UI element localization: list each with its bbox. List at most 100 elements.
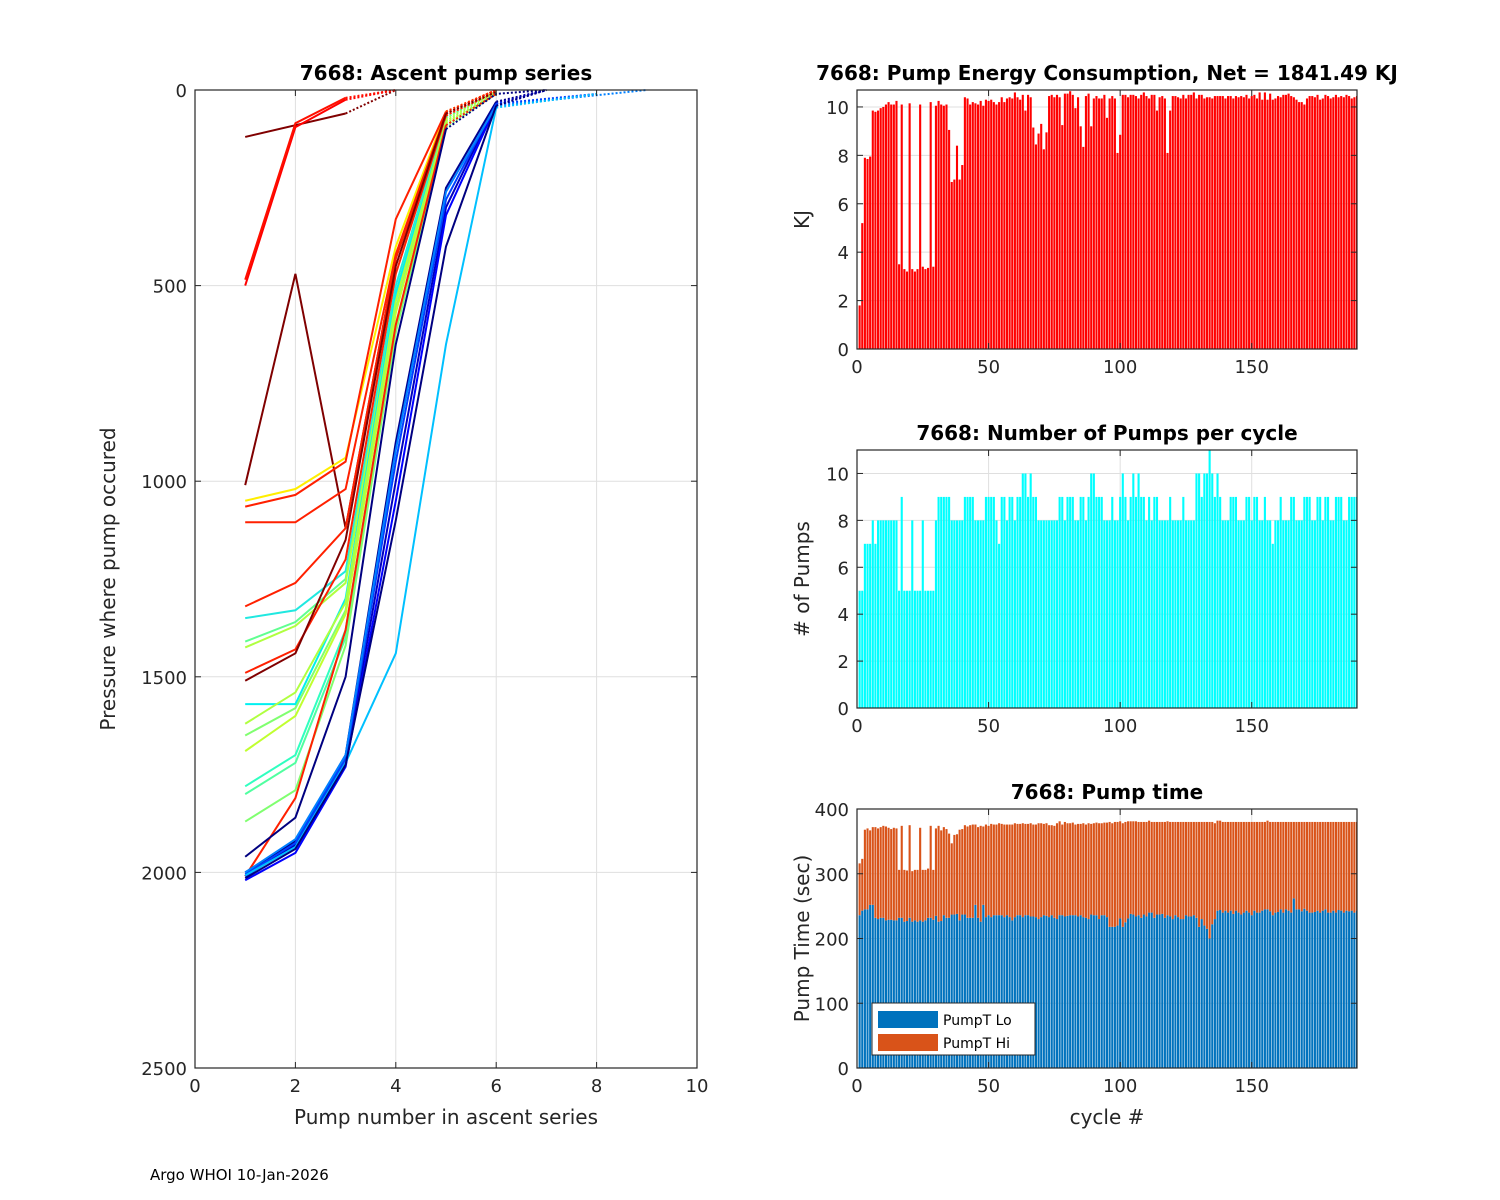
bar — [1311, 96, 1314, 349]
bar-pumpt-hi — [1305, 821, 1309, 911]
series-line — [245, 117, 447, 620]
bar — [1279, 496, 1282, 708]
bar-pumpt-lo — [882, 917, 885, 1068]
bar-pumpt-hi — [1069, 823, 1072, 916]
bar-pumpt-hi — [1177, 821, 1180, 918]
bar-pumpt-lo — [1105, 917, 1109, 1068]
bar-pumpt-hi — [1011, 824, 1014, 921]
bar-pumpt-hi — [863, 829, 866, 910]
bar — [863, 157, 866, 349]
bar — [882, 106, 885, 349]
bar-pumpt-lo — [1182, 919, 1185, 1068]
bar — [895, 520, 898, 708]
bar-pumpt-hi — [903, 869, 906, 922]
bar — [1287, 93, 1290, 349]
x-tick-label: 150 — [1235, 357, 1269, 378]
bar-pumpt-hi — [1134, 821, 1137, 917]
bar — [1334, 496, 1337, 708]
bar-pumpt-hi — [1258, 821, 1261, 913]
bar — [1213, 96, 1216, 349]
x-tick-label: 50 — [977, 1076, 1000, 1097]
chart-pumps: 0 50 100 150 0 2 4 6 8 10 7668: Number of Pumps pe… — [790, 421, 1366, 737]
bar-pumpt-hi — [1327, 821, 1330, 913]
bar-pumpt-hi — [1105, 822, 1109, 918]
bar-pumpt-hi — [1029, 823, 1032, 917]
bar — [955, 145, 959, 349]
series-line-surface-segment — [496, 92, 597, 109]
bar — [1300, 520, 1303, 708]
bar-pumpt-lo — [1271, 915, 1274, 1068]
bar — [971, 496, 974, 708]
bar-pumpt-lo — [1045, 915, 1048, 1068]
bar — [1324, 94, 1327, 349]
bar — [1219, 96, 1222, 349]
bar — [1116, 520, 1119, 708]
bar-pumpt-hi — [1024, 823, 1027, 916]
bar-pumpt-hi — [963, 825, 966, 915]
bar-pumpt-lo — [966, 917, 969, 1068]
bar — [1116, 152, 1119, 349]
bar — [1155, 110, 1159, 349]
bar-pumpt-lo — [1150, 912, 1153, 1068]
bar-pumpt-hi — [1213, 823, 1216, 920]
bar-pumpt-lo — [1240, 914, 1243, 1068]
bar-pumpt-lo — [1134, 916, 1137, 1068]
bar-pumpt-hi — [1071, 822, 1074, 916]
bar-pumpt-lo — [911, 921, 914, 1068]
series-line — [244, 113, 447, 682]
plot-marks — [858, 450, 1366, 708]
bar — [1155, 496, 1159, 708]
bar — [1205, 473, 1209, 708]
bar — [1348, 96, 1351, 349]
bar — [1032, 496, 1035, 708]
bar-pumpt-hi — [953, 834, 956, 915]
bar — [1187, 520, 1190, 708]
bar — [1287, 520, 1290, 708]
bar-pumpt-lo — [1174, 915, 1177, 1068]
bar-pumpt-lo — [1069, 915, 1072, 1068]
bar — [884, 104, 887, 349]
bar — [1364, 497, 1366, 708]
bar — [1082, 146, 1085, 349]
bar-pumpt-lo — [1113, 926, 1116, 1068]
bar — [1345, 520, 1348, 708]
bar — [1290, 496, 1293, 708]
bar — [1108, 520, 1111, 708]
bar — [892, 520, 895, 708]
bar-pumpt-lo — [1016, 915, 1019, 1068]
bar — [1266, 520, 1269, 708]
y-axis-label: Pressure where pump occured — [96, 427, 120, 730]
bar — [948, 496, 951, 708]
bar — [1240, 96, 1243, 349]
chart-ascent: 0 2 4 6 8 10 0 500 1000 1500 2000 2500 7668: Ascent … — [96, 61, 708, 1129]
bar — [1161, 520, 1164, 708]
bar — [1253, 496, 1256, 708]
bar-pumpt-lo — [1284, 909, 1287, 1068]
series-line — [244, 105, 498, 880]
bar — [937, 100, 940, 349]
bar-pumpt-hi — [1111, 823, 1114, 927]
bar-pumpt-hi — [1155, 821, 1159, 915]
bar — [1245, 94, 1248, 349]
bar-pumpt-hi — [1324, 821, 1327, 910]
bar-pumpt-lo — [919, 920, 922, 1068]
bar-pumpt-lo — [990, 917, 993, 1068]
bar — [982, 520, 985, 708]
bar — [908, 103, 911, 349]
bar-pumpt-hi — [1345, 821, 1348, 911]
bar — [1037, 520, 1040, 708]
bar — [1077, 97, 1080, 349]
bar-pumpt-lo — [1087, 919, 1090, 1068]
bar-pumpt-lo — [1303, 908, 1306, 1068]
bar-pumpt-lo — [1342, 912, 1345, 1068]
bar — [1353, 97, 1356, 349]
series-line — [244, 128, 447, 858]
bar-pumpt-hi — [942, 827, 945, 916]
bar-pumpt-lo — [1124, 922, 1127, 1068]
bar — [1150, 94, 1153, 349]
bar — [1055, 520, 1059, 708]
bar — [1071, 94, 1074, 349]
bar — [1319, 99, 1322, 349]
bar — [1279, 97, 1282, 349]
bar — [1163, 520, 1166, 708]
